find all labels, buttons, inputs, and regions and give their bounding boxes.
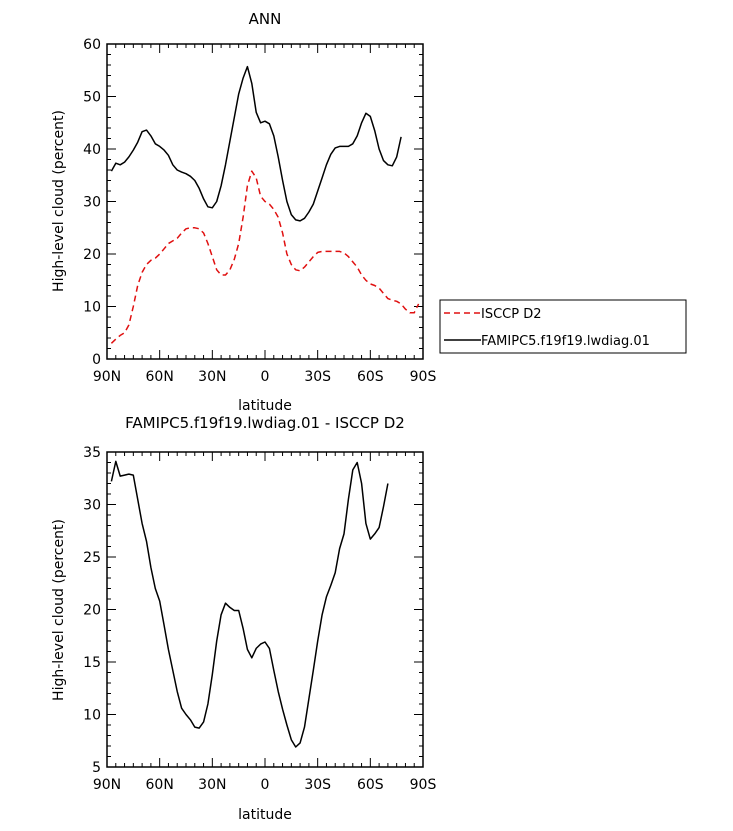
top-chart-series-line-1: [110, 65, 402, 222]
top-chart-ylabel: High-level cloud (percent): [51, 110, 67, 292]
bottom-chart-ylabel: High-level cloud (percent): [51, 519, 67, 701]
legend-label-famipc5: FAMIPC5.f19f19.lwdiag.01: [481, 334, 650, 349]
bottom-chart-y-tick-label: 10: [83, 708, 101, 724]
top-chart-title: ANN: [249, 10, 282, 28]
bottom-chart-y-tick-label: 30: [83, 498, 101, 514]
bottom-chart: FAMIPC5.f19f19.lwdiag.01 - ISCCP D2 High…: [51, 414, 436, 823]
bottom-chart-x-tick-label: 60N: [146, 777, 174, 793]
bottom-chart-series: [110, 460, 389, 748]
legend-label-isccp: ISCCP D2: [481, 307, 542, 322]
bottom-chart-y-tick-label: 5: [92, 760, 101, 776]
bottom-chart-x-tick-label: 30N: [198, 777, 226, 793]
legend-box: [439, 299, 687, 354]
bottom-chart-y-tick-label: 35: [83, 445, 101, 461]
bottom-chart-series-line-0: [110, 460, 389, 748]
bottom-chart-xlabel: latitude: [238, 807, 292, 823]
top-chart-y-tick-label: 20: [83, 247, 101, 263]
top-chart-y-tick-label: 0: [92, 352, 101, 368]
bottom-chart-x-tick-label: 60S: [357, 777, 384, 793]
top-chart-x-tick-label: 30S: [304, 369, 331, 385]
top-chart: ANN High-level cloud (percent) latitude …: [51, 10, 687, 414]
top-chart-x-tick-label: 90N: [93, 369, 121, 385]
top-chart-x-tick-labels: 90N 60N 30N 0 30S 60S 90S: [93, 369, 437, 385]
top-chart-y-tick-label: 40: [83, 142, 101, 158]
bottom-chart-title: FAMIPC5.f19f19.lwdiag.01 - ISCCP D2: [125, 414, 405, 432]
bottom-chart-x-tick-label: 90N: [93, 777, 121, 793]
legend: ISCCP D2 FAMIPC5.f19f19.lwdiag.01: [439, 299, 687, 354]
bottom-chart-frame: [106, 451, 424, 768]
bottom-chart-ticks: [106, 451, 424, 768]
top-chart-y-tick-label: 10: [83, 300, 101, 316]
top-chart-x-tick-label: 60N: [146, 369, 174, 385]
bottom-chart-y-tick-label: 25: [83, 550, 101, 566]
top-chart-y-tick-label: 50: [83, 90, 101, 106]
bottom-chart-x-tick-label: 30S: [304, 777, 331, 793]
bottom-chart-x-tick-label: 90S: [410, 777, 437, 793]
top-chart-series-line-0: [110, 170, 420, 344]
bottom-chart-x-tick-labels: 90N 60N 30N 0 30S 60S 90S: [93, 777, 437, 793]
top-chart-xlabel: latitude: [238, 398, 292, 414]
top-chart-y-tick-label: 30: [83, 195, 101, 211]
top-chart-x-tick-label: 60S: [357, 369, 384, 385]
top-chart-y-tick-labels: 0 10 20 30 40 50 60: [83, 37, 101, 368]
bottom-chart-y-tick-label: 20: [83, 603, 101, 619]
top-chart-series: [110, 65, 420, 344]
bottom-chart-x-tick-label: 0: [261, 777, 270, 793]
top-chart-frame: [106, 43, 424, 360]
top-chart-x-tick-label: 0: [261, 369, 270, 385]
top-chart-x-tick-label: 30N: [198, 369, 226, 385]
top-chart-y-tick-label: 60: [83, 37, 101, 53]
bottom-chart-y-tick-label: 15: [83, 655, 101, 671]
bottom-chart-y-tick-labels: 5 10 15 20 25 30 35: [83, 445, 101, 776]
top-chart-x-tick-label: 90S: [410, 369, 437, 385]
